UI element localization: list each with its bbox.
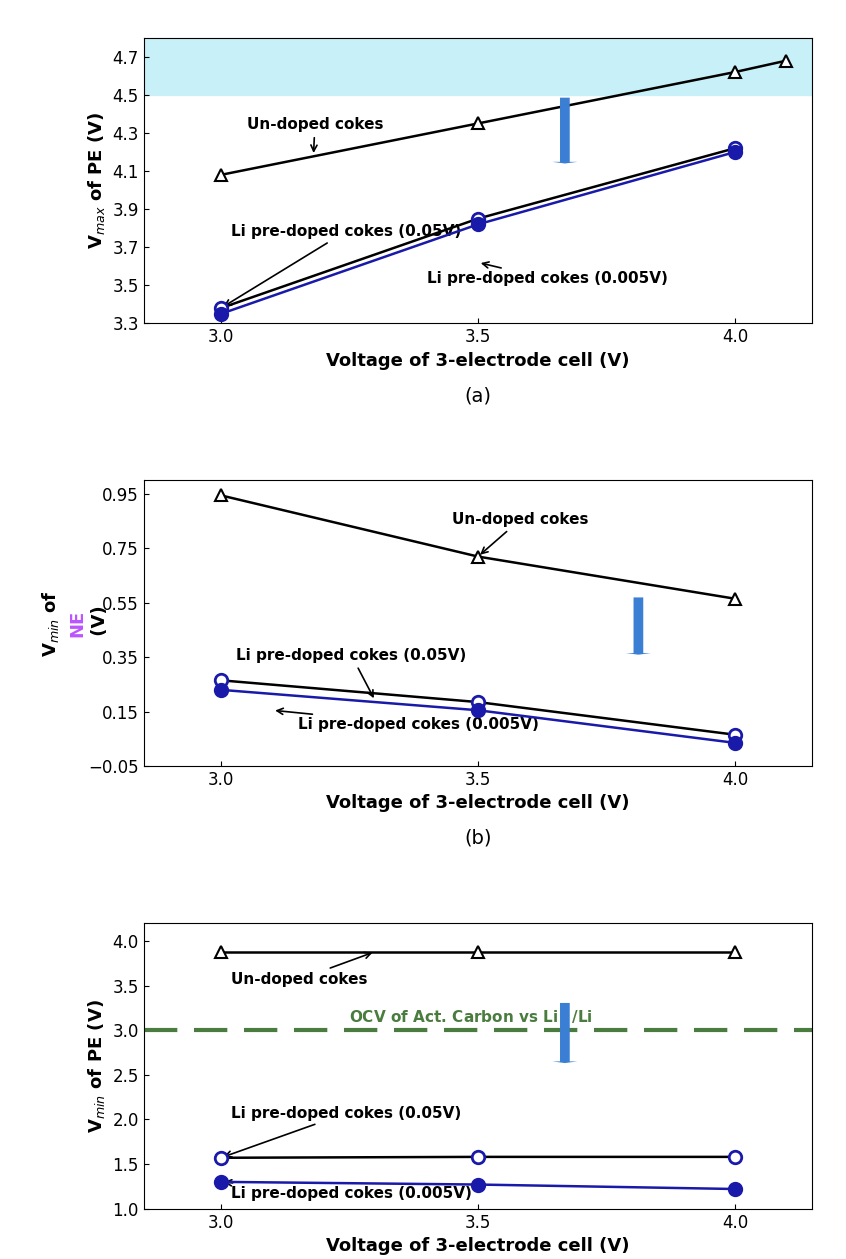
X-axis label: Voltage of 3-electrode cell (V): Voltage of 3-electrode cell (V) [327, 1238, 629, 1255]
Y-axis label: V$_{min}$ of PE (V): V$_{min}$ of PE (V) [86, 998, 107, 1133]
X-axis label: Voltage of 3-electrode cell (V): Voltage of 3-electrode cell (V) [327, 351, 629, 370]
Text: V$_{min}$ of: V$_{min}$ of [40, 589, 61, 657]
Text: OCV of Act. Carbon vs Li$^+$/Li: OCV of Act. Carbon vs Li$^+$/Li [349, 1007, 593, 1026]
Text: Un-doped cokes: Un-doped cokes [231, 953, 371, 987]
Text: Li pre-doped cokes (0.05V): Li pre-doped cokes (0.05V) [225, 1105, 461, 1157]
Y-axis label: V$_{max}$ of PE (V): V$_{max}$ of PE (V) [86, 112, 107, 249]
Text: Li pre-doped cokes (0.05V): Li pre-doped cokes (0.05V) [225, 224, 461, 306]
Text: Li pre-doped cokes (0.005V): Li pre-doped cokes (0.005V) [226, 1180, 472, 1201]
Text: (a): (a) [464, 387, 492, 405]
Text: Un-doped cokes: Un-doped cokes [453, 512, 589, 554]
Text: Un-doped cokes: Un-doped cokes [247, 117, 383, 151]
Text: NE: NE [68, 609, 86, 637]
Text: (b): (b) [464, 828, 492, 847]
Text: Li pre-doped cokes (0.005V): Li pre-doped cokes (0.005V) [426, 262, 667, 286]
Text: Li pre-doped cokes (0.05V): Li pre-doped cokes (0.05V) [236, 648, 467, 696]
Text: (V): (V) [91, 604, 109, 642]
Bar [144, 38, 812, 94]
X-axis label: Voltage of 3-electrode cell (V): Voltage of 3-electrode cell (V) [327, 794, 629, 812]
Text: Li pre-doped cokes (0.005V): Li pre-doped cokes (0.005V) [277, 709, 539, 733]
